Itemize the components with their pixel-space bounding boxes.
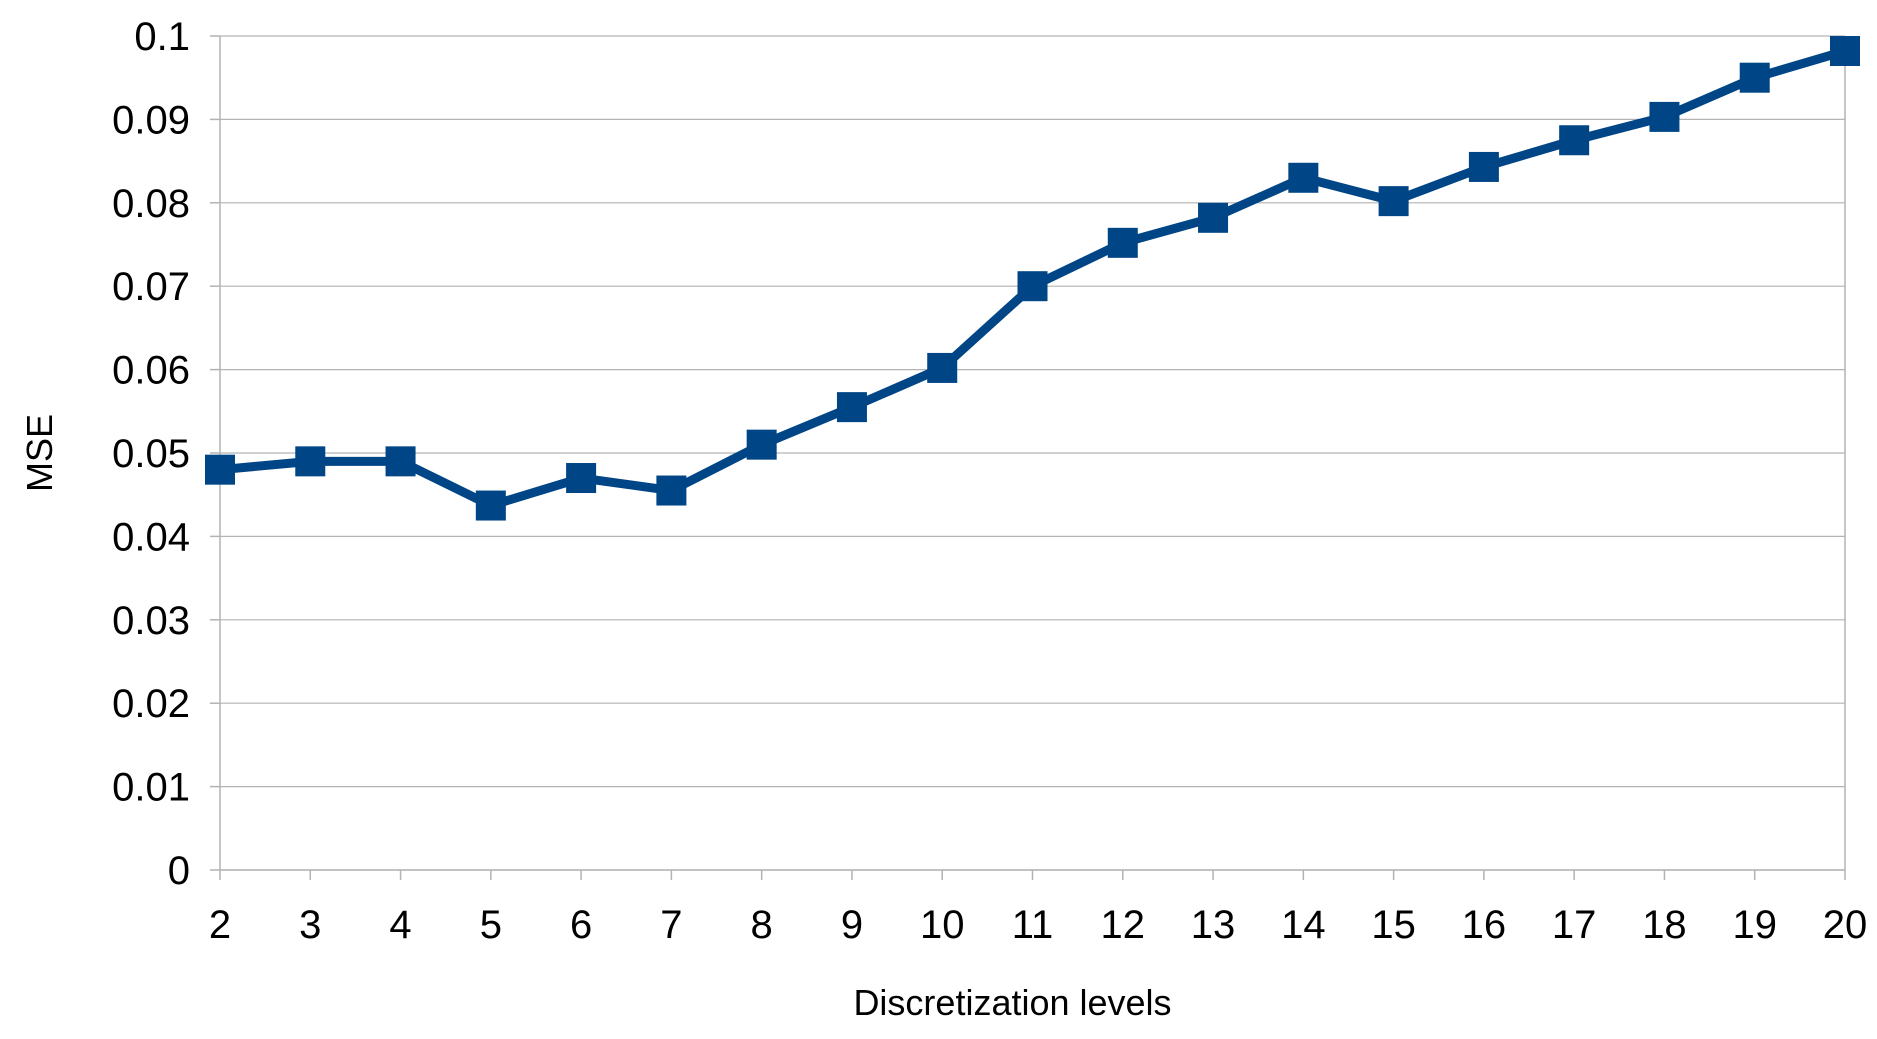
x-tick-label: 20 (1823, 903, 1868, 947)
x-tick-label: 11 (1012, 903, 1054, 947)
x-tick-label: 16 (1462, 903, 1507, 947)
y-tick-labels: 0 0.01 0.02 0.03 0.04 0.05 0.06 0.07 0.08 0.09 0.1 (112, 15, 190, 893)
x-tick-labels: 2 3 4 5 6 7 8 9 10 11 12 13 14 15 16 17 18 19 20 (209, 903, 1867, 947)
gridlines (220, 35, 1845, 871)
y-tick-label: 0.06 (112, 349, 190, 393)
y-tick-label: 0.05 (112, 432, 190, 476)
y-tick-label: 0.02 (112, 682, 190, 726)
data-point-marker (1739, 62, 1770, 93)
data-point-marker (927, 352, 958, 383)
data-point-marker (1288, 162, 1319, 193)
x-tick-label: 5 (480, 903, 502, 947)
y-axis-title: MSE (19, 414, 60, 492)
x-tick-label: 2 (209, 903, 231, 947)
x-tick-label: 3 (299, 903, 321, 947)
x-tick-label: 10 (920, 903, 965, 947)
y-tick-label: 0.04 (112, 515, 190, 559)
data-point-marker (656, 475, 687, 506)
x-tick-label: 7 (660, 903, 682, 947)
axes (210, 35, 1846, 880)
x-tick-label: 9 (841, 903, 863, 947)
data-point-marker (566, 463, 597, 494)
x-tick-label: 17 (1552, 903, 1597, 947)
x-tick-label: 14 (1281, 903, 1326, 947)
y-tick-label: 0.09 (112, 98, 190, 142)
data-point-marker (1649, 101, 1680, 132)
data-point-marker (1559, 125, 1590, 156)
data-point-marker (746, 429, 777, 460)
x-tick-label: 6 (570, 903, 592, 947)
y-tick-label: 0.1 (134, 15, 190, 59)
x-tick-label: 19 (1732, 903, 1777, 947)
x-tick-label: 12 (1101, 903, 1146, 947)
data-point-marker (1378, 186, 1409, 217)
y-tick-label: 0.03 (112, 599, 190, 643)
data-point-marker (1017, 271, 1048, 302)
x-axis-title: Discretization levels (853, 982, 1171, 1023)
y-tick-label: 0.08 (112, 182, 190, 226)
data-point-marker (1830, 36, 1860, 67)
data-point-marker (385, 446, 416, 477)
data-point-marker (475, 490, 506, 521)
x-tick-label: 18 (1642, 903, 1687, 947)
data-point-marker (295, 446, 326, 477)
data-point-marker (1198, 202, 1229, 233)
y-tick-label: 0.07 (112, 265, 190, 309)
series-layer (205, 36, 1860, 521)
data-point-marker (836, 392, 867, 423)
x-tick-label: 13 (1191, 903, 1236, 947)
x-tick-label: 15 (1371, 903, 1416, 947)
x-tick-label: 4 (389, 903, 411, 947)
y-tick-label: 0 (168, 849, 190, 893)
data-point-marker (205, 454, 235, 485)
data-point-marker (1468, 151, 1499, 182)
data-point-marker (1107, 227, 1138, 258)
x-tick-label: 8 (751, 903, 773, 947)
y-tick-label: 0.01 (112, 766, 190, 810)
